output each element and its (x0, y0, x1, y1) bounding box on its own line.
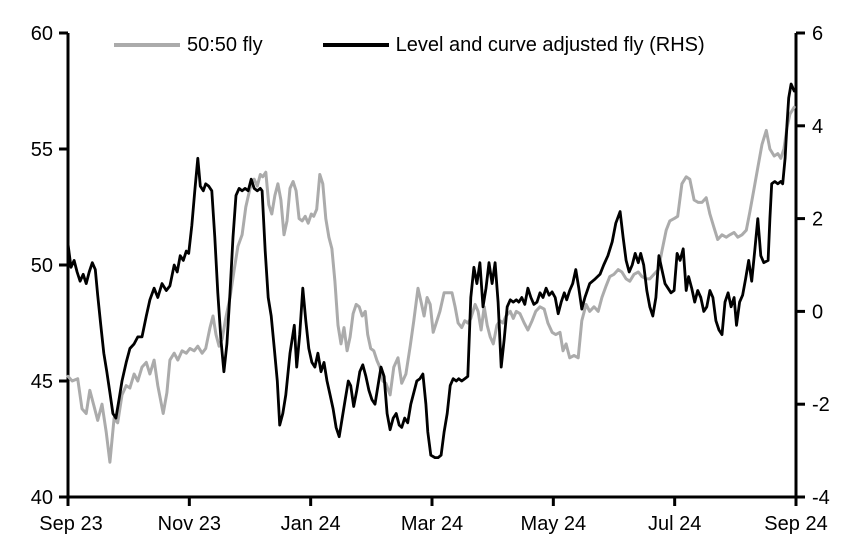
left-axis-tick-label: 60 (31, 23, 53, 45)
black-line-swatch-icon (322, 43, 389, 47)
legend-label-5050-fly: 50:50 fly (187, 34, 263, 56)
right-axis-tick-label: 0 (812, 301, 823, 323)
series-line-gray (66, 105, 796, 464)
right-axis-tick-label: 4 (812, 116, 823, 138)
series-line-black (66, 82, 796, 460)
left-axis-tick-label: 45 (31, 371, 53, 393)
left-axis-tick-label: 55 (31, 139, 53, 161)
right-axis-tick-label: 2 (812, 209, 823, 231)
gray-line-swatch-icon (114, 43, 180, 47)
left-axis-tick-label: 40 (31, 487, 53, 509)
left-axis-tick-label: 50 (31, 255, 53, 277)
right-axis-tick-label: 6 (812, 23, 823, 45)
legend-label-level-curve-fly: Level and curve adjusted fly (RHS) (395, 34, 705, 56)
x-axis-tick-label: Mar 24 (401, 513, 463, 535)
x-axis-tick-label: Sep 23 (39, 513, 102, 535)
x-axis-tick-label: Nov 23 (158, 513, 221, 535)
x-axis-tick-label: Jul 24 (648, 513, 701, 535)
right-axis-tick-label: -2 (812, 394, 830, 416)
right-axis-tick-label: -4 (812, 487, 830, 509)
x-axis-tick-label: May 24 (521, 513, 587, 535)
legend-item-level-curve-fly: Level and curve adjusted fly (RHS) (322, 33, 705, 57)
legend-item-5050-fly: 50:50 fly (114, 33, 263, 57)
x-axis-tick-label: Jan 24 (281, 513, 341, 535)
x-axis-tick-label: Sep 24 (764, 513, 827, 535)
chart-legend: 50:50 fly Level and curve adjusted fly (… (114, 33, 705, 57)
